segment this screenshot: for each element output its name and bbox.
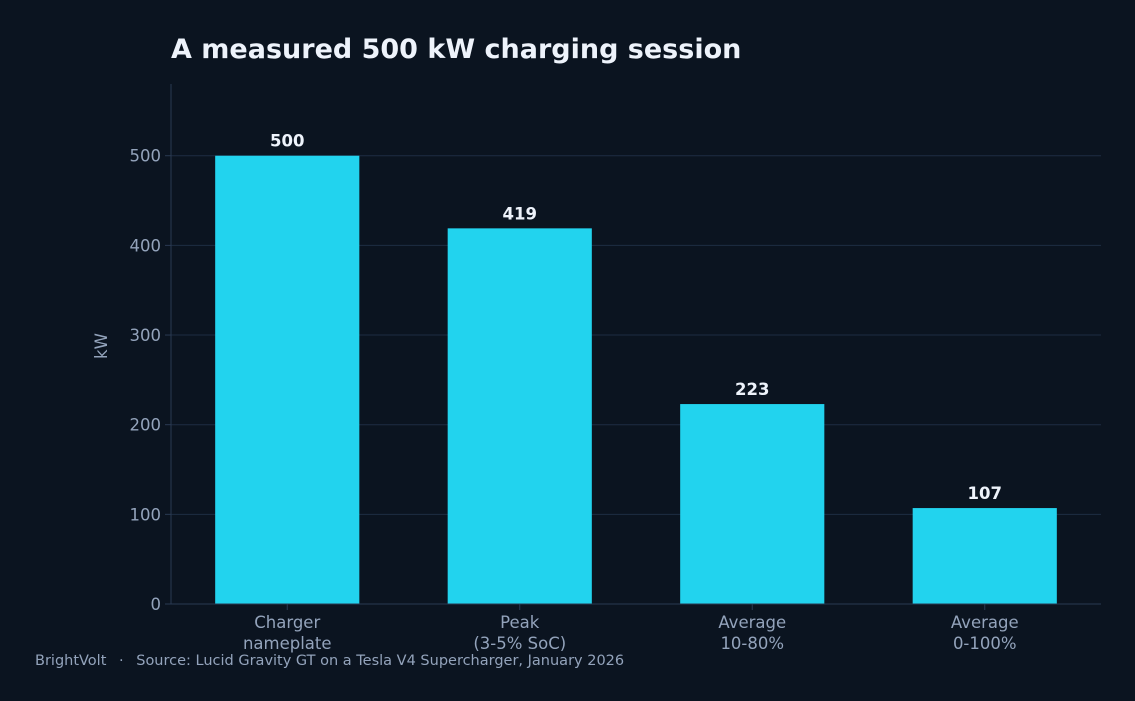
y-tick-label: 300 [130, 326, 162, 345]
footer-source: Source: Lucid Gravity GT on a Tesla V4 S… [136, 653, 624, 669]
bar [680, 404, 825, 604]
footer-separator: · [119, 653, 124, 669]
bar [215, 155, 360, 605]
y-tick-label: 500 [130, 147, 162, 166]
y-tick-label: 0 [151, 595, 162, 614]
bar [447, 228, 592, 604]
footer-brand: BrightVolt [35, 653, 107, 669]
y-axis-label: kW [92, 333, 111, 359]
y-tick-label: 200 [130, 416, 162, 435]
y-tick-label: 100 [130, 505, 162, 524]
x-tick-label: Charger nameplate [243, 613, 332, 653]
data-label: 419 [503, 204, 537, 223]
footer-text: BrightVolt · Source: Lucid Gravity GT on… [35, 653, 624, 669]
x-tick-label: Average 0-100% [951, 613, 1019, 653]
bar [912, 508, 1057, 604]
x-tick-label: Average 10-80% [718, 613, 786, 653]
data-label: 223 [735, 380, 769, 399]
data-labels: 500 419 223 107 [270, 132, 1002, 503]
data-label: 107 [968, 484, 1002, 503]
chart-title: A measured 500 kW charging session [171, 34, 741, 65]
y-tick-label: 400 [130, 236, 162, 255]
x-tick-label: Peak (3-5% SoC) [473, 613, 566, 653]
axes: 0 100 200 300 400 500 Charger nameplate Peak (3-5… [130, 84, 1101, 653]
bars [215, 155, 1057, 605]
data-label: 500 [270, 132, 304, 151]
